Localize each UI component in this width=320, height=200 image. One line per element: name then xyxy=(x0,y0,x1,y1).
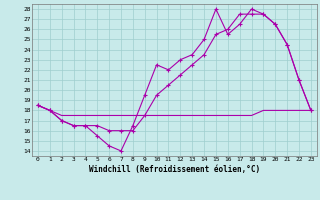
X-axis label: Windchill (Refroidissement éolien,°C): Windchill (Refroidissement éolien,°C) xyxy=(89,165,260,174)
